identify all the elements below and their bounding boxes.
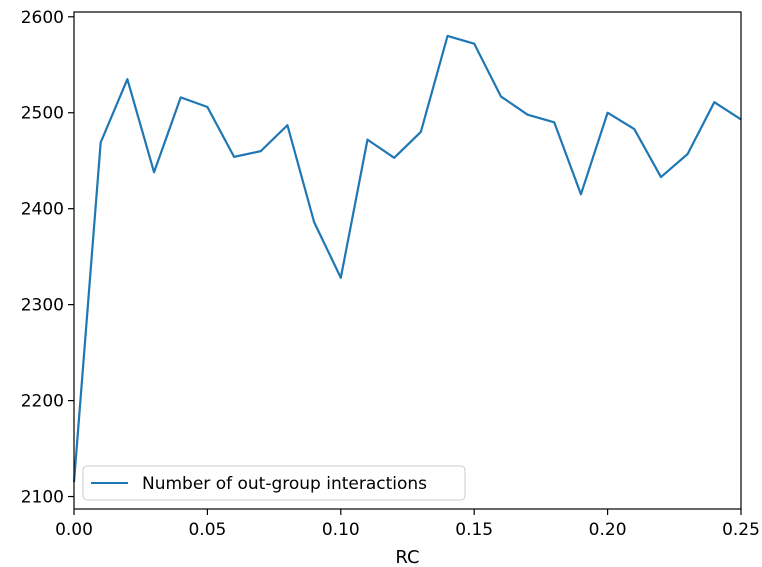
x-axis-ticks: 0.00 0.05 0.10 0.15 0.20 0.25: [55, 509, 760, 540]
series-line-0: [72, 34, 742, 483]
x-tick-label: 0.15: [455, 520, 493, 540]
x-tick-label: 0.05: [188, 520, 226, 540]
plot-area: [72, 11, 742, 510]
y-tick-label: 2600: [21, 8, 64, 28]
y-tick-label: 2500: [21, 104, 64, 124]
y-tick-label: 2400: [21, 200, 64, 220]
legend-entry-label: Number of out-group interactions: [142, 474, 427, 494]
x-tick-label: 0.10: [322, 520, 360, 540]
legend-box: [82, 465, 466, 501]
x-tick-label: 0.20: [589, 520, 627, 540]
axes-frame: [73, 11, 742, 510]
y-tick-label: 2100: [21, 488, 64, 508]
x-tick-label: 0.25: [722, 520, 760, 540]
x-axis-label: RC: [395, 547, 419, 567]
y-tick-label: 2300: [21, 296, 64, 316]
y-tick-label: 2200: [21, 392, 64, 412]
legend: Number of out-group interactions: [82, 465, 466, 501]
y-axis-ticks: 2100 2200 2300 2400 2500 2600: [21, 8, 74, 508]
x-tick-label: 0.00: [55, 520, 93, 540]
